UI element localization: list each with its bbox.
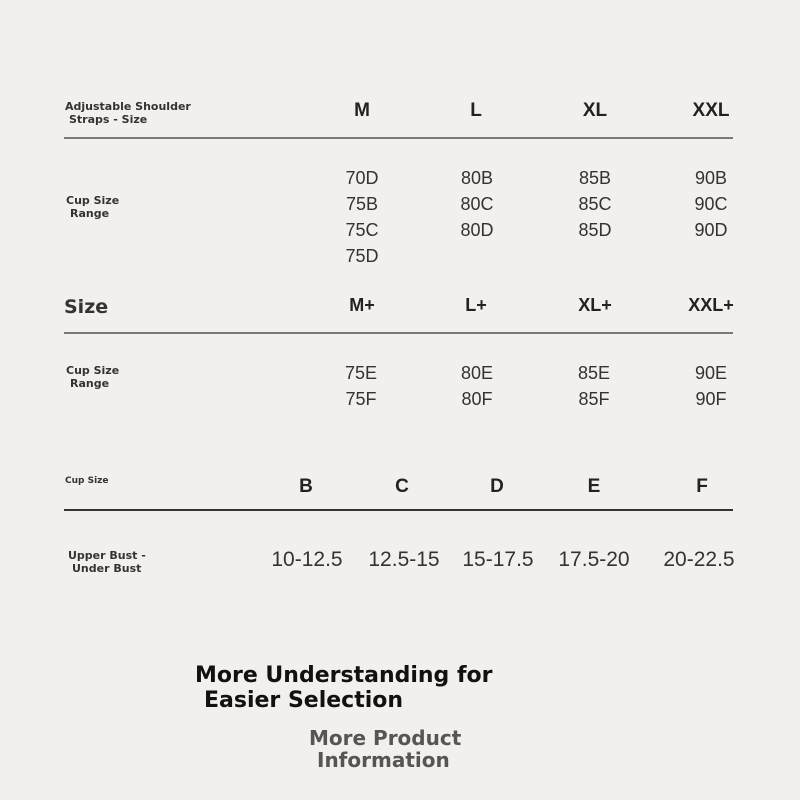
cup-value: 80C [460,194,494,214]
size-header-l: L [470,100,482,121]
cup-value: 75C [345,220,379,240]
divider [64,332,733,334]
label-line: Cup Size [66,364,120,377]
cup-value: 85B [578,168,612,188]
cup-list-xl-plus: 85E 85F [578,360,610,412]
divider [64,137,733,139]
link-line: More Product [309,726,462,750]
cup-header-f: F [696,476,708,497]
section1-label: Adjustable Shoulder Straps - Size [65,100,191,126]
section3-label: Cup Size [65,476,109,486]
cup-list-l: 80B 80C 80D [460,165,493,243]
cup-value: 85D [578,220,612,240]
cup-value: 90C [694,194,728,214]
cup-value: 85E [577,363,611,383]
cup-header-e: E [587,476,601,497]
cup-value: 90B [694,168,728,188]
more-product-information-link[interactable]: More Product Information [309,727,461,771]
cup-list-xxl: 90B 90C 90D [694,165,727,243]
cup-value: 75D [345,246,379,266]
cup-header-c: C [395,476,409,497]
section1-row-label: Cup Size Range [66,194,119,220]
cup-list-xl: 85B 85C 85D [578,165,611,243]
cup-value: 80D [460,220,494,240]
cup-list-m-plus: 75E 75F [345,360,377,412]
label-line: Upper Bust - [68,549,146,562]
label-line: Straps - Size [69,113,148,126]
cup-header-d: D [490,476,504,497]
section2-label: Size [64,296,109,318]
headline-line: Easier Selection [204,688,404,713]
size-header-l-plus: L+ [465,295,487,315]
cup-value: 85F [578,389,610,409]
cup-value: 75E [344,363,378,383]
section3-row-label: Upper Bust - Under Bust [68,549,146,575]
cup-list-m: 70D 75B 75C 75D [345,165,378,269]
cup-header-b: B [299,476,313,497]
label-line: Range [70,207,110,220]
bust-diff-b: 10-12.5 [271,548,343,571]
headline-line: More Understanding for [195,663,493,688]
cup-list-xxl-plus: 90E 90F [695,360,727,412]
bust-diff-d: 15-17.5 [462,548,534,571]
cup-value: 85C [578,194,612,214]
bust-diff-e: 17.5-20 [558,548,630,571]
bust-diff-c: 12.5-15 [368,548,440,571]
cup-value: 90E [694,363,728,383]
cup-value: 75B [345,194,379,214]
cup-value: 80B [460,168,494,188]
cup-value: 80E [460,363,494,383]
label-line: Cup Size [66,194,120,207]
size-header-xxl: XXL [692,100,730,121]
size-header-m: M [354,100,370,121]
section2-row-label: Cup Size Range [66,364,119,390]
cup-value: 70D [345,168,379,188]
cup-value: 80F [461,389,493,409]
label-line: Range [70,377,110,390]
size-header-xxl-plus: XXL+ [688,295,734,315]
footer-headline: More Understanding for Easier Selection [195,663,493,713]
cup-value: 90D [694,220,728,240]
label-line: Adjustable Shoulder [65,100,191,113]
cup-value: 75F [345,389,377,409]
link-line: Information [317,748,450,772]
size-header-xl: XL [582,100,608,121]
cup-list-l-plus: 80E 80F [461,360,493,412]
cup-value: 90F [695,389,727,409]
label-line: Under Bust [72,562,142,575]
size-header-xl-plus: XL+ [578,295,612,315]
size-header-m-plus: M+ [349,295,375,315]
divider [64,509,733,511]
bust-diff-f: 20-22.5 [663,548,735,571]
